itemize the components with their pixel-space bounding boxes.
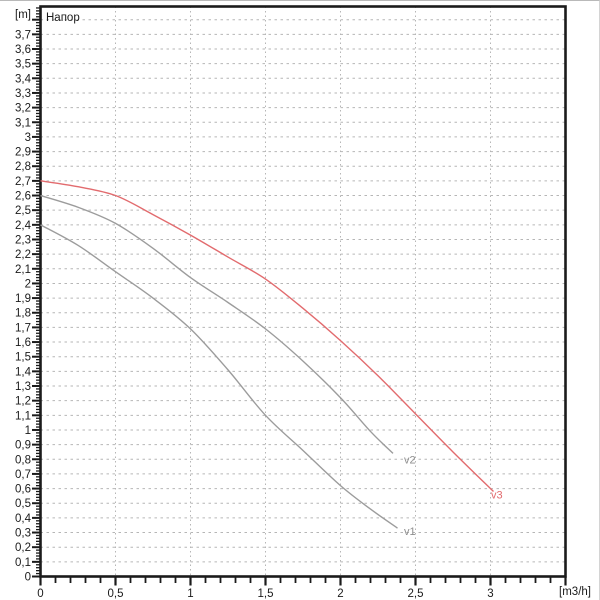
y-tick-label: 3,5 — [15, 59, 31, 71]
y-tick-label: 1,5 — [15, 352, 31, 364]
y-tick-label: 0,6 — [15, 484, 31, 496]
y-tick-label: 2 — [25, 278, 31, 290]
y-tick-label: 1,2 — [15, 396, 31, 408]
y-tick-label: 0,2 — [15, 542, 31, 554]
y-tick-label: 3,2 — [15, 103, 31, 115]
grid-layer — [40, 6, 566, 577]
y-tick-label: 1,9 — [15, 293, 31, 305]
x-tick-label: 0 — [37, 588, 43, 600]
y-tick-label: 3,4 — [15, 73, 32, 85]
curve-v1 — [40, 224, 398, 529]
y-tick-label: 3 — [25, 132, 31, 144]
y-axis-unit-label: [m] — [15, 9, 31, 21]
y-tick-label: 0,1 — [15, 557, 31, 569]
y-tick-label: 1,6 — [15, 337, 31, 349]
y-tick-label: 1,3 — [15, 381, 31, 393]
x-tick-label: 2,5 — [408, 588, 424, 600]
x-tick-label: 0,5 — [108, 588, 124, 600]
y-tick-label: 0,9 — [15, 440, 31, 452]
y-tick-label: 1 — [25, 425, 31, 437]
y-tick-label: 2,1 — [15, 264, 31, 276]
plot-frame-rect — [39, 5, 567, 578]
curve-label-v1: v1 — [404, 526, 416, 538]
y-tick-label: 0,5 — [15, 498, 31, 510]
y-tick-label: 0,3 — [15, 528, 31, 540]
y-tick-label: 2,7 — [15, 176, 31, 188]
curve-label-v3: v3 — [491, 489, 503, 501]
y-tick-label: 2,2 — [15, 249, 31, 261]
y-tick-label: 2,3 — [15, 234, 31, 246]
y-tick-label: 3,7 — [15, 29, 31, 41]
y-tick-label: 1,1 — [15, 410, 31, 422]
y-tick-label: 0,4 — [15, 513, 32, 525]
y-tick-label: 0 — [25, 572, 31, 584]
curve-label-v2: v2 — [404, 454, 416, 466]
y-tick-label: 2,4 — [15, 220, 32, 232]
curve-v3 — [40, 180, 494, 493]
y-tick-label: 1,4 — [15, 366, 32, 378]
y-tick-label: 2,6 — [15, 191, 31, 203]
curves-layer: v1 v2 v3 — [40, 180, 503, 538]
axis-ticks — [32, 7, 567, 586]
y-tick-label: 0,8 — [15, 454, 31, 466]
y-tick-label: 2,9 — [15, 147, 31, 159]
plot-frame — [39, 5, 567, 578]
x-axis-unit-label: [m3/h] — [559, 586, 591, 598]
y-tick-label: 2,8 — [15, 161, 31, 173]
y-tick-label: 2,5 — [15, 205, 31, 217]
x-tick-label: 3 — [487, 588, 493, 600]
x-tick-label: 2 — [337, 588, 343, 600]
y-tick-label: 1,7 — [15, 322, 31, 334]
curve-v2 — [40, 194, 394, 454]
y-tick-label: 3,3 — [15, 88, 31, 100]
x-tick-label: 1 — [187, 588, 193, 600]
y-tick-label: 3,1 — [15, 117, 31, 129]
chart-title: Напор — [46, 12, 80, 24]
x-tick-label: 1,5 — [258, 588, 274, 600]
y-tick-label: 0,7 — [15, 469, 31, 481]
axis-tick-labels: 0 0,1 0,2 0,3 0,4 0,5 0,6 0,7 0,8 0,9 1 1,1 1,2 1,3 1,… — [15, 29, 494, 600]
y-tick-label: 1,8 — [15, 308, 31, 320]
y-tick-label: 3,6 — [15, 44, 31, 56]
